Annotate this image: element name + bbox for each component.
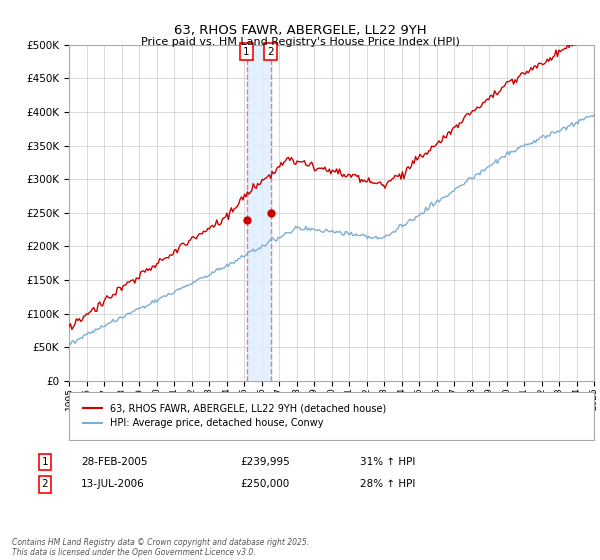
Text: £250,000: £250,000: [240, 479, 289, 489]
Text: 1: 1: [244, 46, 250, 57]
Text: 2: 2: [268, 46, 274, 57]
Text: 28-FEB-2005: 28-FEB-2005: [81, 457, 148, 467]
Text: Price paid vs. HM Land Registry's House Price Index (HPI): Price paid vs. HM Land Registry's House …: [140, 37, 460, 47]
Text: 63, RHOS FAWR, ABERGELE, LL22 9YH: 63, RHOS FAWR, ABERGELE, LL22 9YH: [173, 24, 427, 38]
Text: Contains HM Land Registry data © Crown copyright and database right 2025.
This d: Contains HM Land Registry data © Crown c…: [12, 538, 309, 557]
Text: 2: 2: [41, 479, 49, 489]
Bar: [247, 45, 271, 381]
Legend: 63, RHOS FAWR, ABERGELE, LL22 9YH (detached house), HPI: Average price, detached: 63, RHOS FAWR, ABERGELE, LL22 9YH (detac…: [79, 399, 391, 432]
Text: 13-JUL-2006: 13-JUL-2006: [81, 479, 145, 489]
Text: £239,995: £239,995: [240, 457, 290, 467]
Text: 1: 1: [41, 457, 49, 467]
Text: 28% ↑ HPI: 28% ↑ HPI: [360, 479, 415, 489]
Text: 31% ↑ HPI: 31% ↑ HPI: [360, 457, 415, 467]
